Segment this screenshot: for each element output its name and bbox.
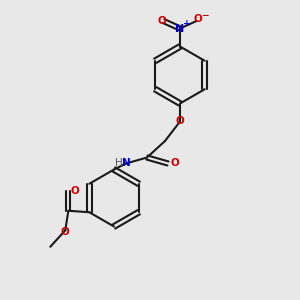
Text: N: N (122, 158, 130, 169)
Text: +: + (183, 19, 190, 28)
Text: O: O (61, 227, 70, 237)
Text: N: N (176, 23, 184, 34)
Text: O: O (70, 186, 79, 196)
Text: −: − (201, 11, 209, 20)
Text: O: O (158, 16, 166, 26)
Text: H: H (115, 158, 122, 169)
Text: O: O (194, 14, 202, 25)
Text: O: O (170, 158, 179, 169)
Text: O: O (176, 116, 184, 127)
